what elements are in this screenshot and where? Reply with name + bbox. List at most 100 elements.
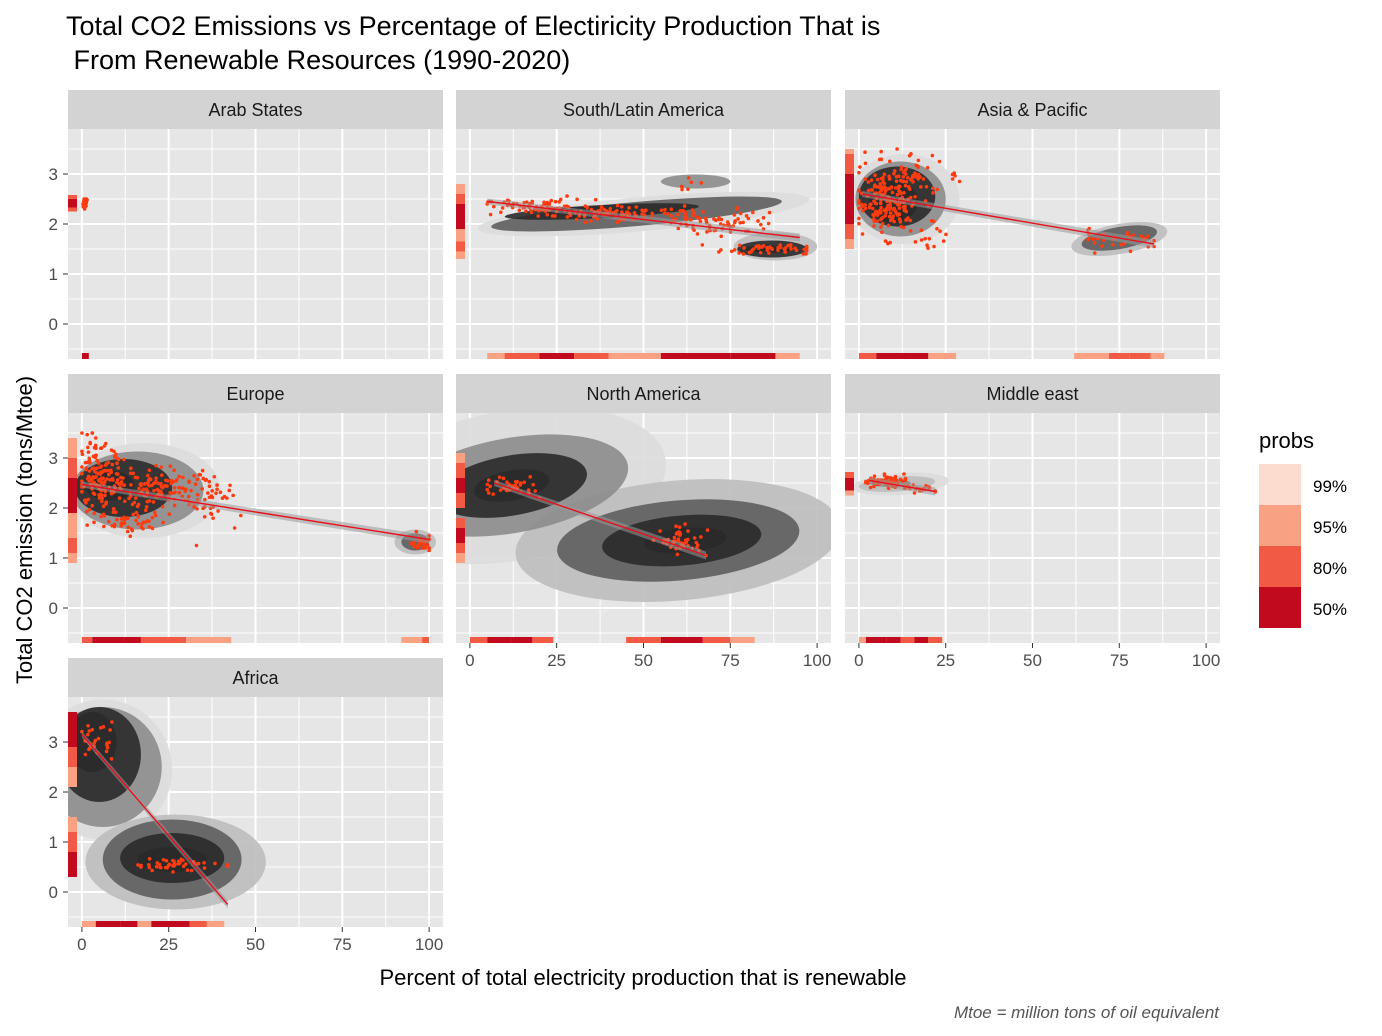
facet-title: North America — [586, 384, 701, 404]
data-point — [167, 862, 172, 867]
data-point — [765, 248, 770, 252]
facet-panels: Arab States 0 1 2 3 South/Latin America Asia &… — [49, 90, 1220, 954]
rug-x-segment — [504, 353, 540, 359]
x-tick-label: 50 — [1023, 651, 1042, 670]
x-tick-label: 0 — [465, 651, 474, 670]
data-point — [202, 860, 206, 865]
data-point — [737, 251, 741, 255]
data-point — [1100, 244, 1104, 248]
rug-y-segment — [456, 184, 465, 194]
rug-y-segment — [456, 518, 465, 528]
data-point — [110, 720, 114, 724]
data-point — [417, 543, 421, 548]
data-point — [895, 192, 900, 197]
data-point — [97, 496, 102, 500]
data-point — [804, 244, 809, 249]
data-point — [872, 474, 877, 479]
data-point — [804, 248, 809, 252]
data-point — [517, 208, 522, 213]
data-point — [801, 252, 806, 256]
data-point — [869, 188, 874, 192]
data-point — [425, 543, 430, 547]
rug-x-segment — [608, 353, 661, 359]
data-point — [84, 201, 88, 205]
facet-panel: Arab States 0 1 2 3 — [49, 90, 443, 359]
data-point — [486, 491, 491, 495]
data-point — [167, 512, 172, 516]
data-point — [156, 481, 161, 486]
data-point — [150, 526, 155, 531]
data-point — [564, 204, 569, 208]
data-point — [931, 219, 936, 224]
data-point — [705, 528, 710, 532]
rug-y-segment — [68, 195, 77, 199]
data-point — [678, 209, 683, 213]
data-point — [907, 153, 912, 158]
data-point — [547, 201, 552, 206]
data-point — [776, 248, 780, 252]
data-point — [879, 225, 883, 229]
data-point — [863, 150, 867, 155]
data-point — [82, 498, 87, 503]
data-point — [80, 489, 84, 494]
data-point — [134, 510, 139, 515]
legend-label: 95% — [1313, 518, 1347, 537]
data-point — [134, 518, 138, 523]
data-point — [501, 476, 506, 481]
rug-x-segment — [81, 921, 96, 927]
y-tick-label: 1 — [49, 265, 58, 284]
y-tick-label: 2 — [49, 215, 58, 234]
data-point — [115, 517, 119, 522]
rug-x-segment — [702, 637, 731, 643]
legend-swatch — [1259, 464, 1301, 505]
data-point — [881, 215, 885, 220]
data-point — [924, 185, 929, 189]
x-tick-label: 100 — [1192, 651, 1220, 670]
data-point — [866, 188, 871, 193]
facet-strip — [68, 374, 443, 413]
data-point — [207, 484, 212, 489]
rug-x-segment — [730, 637, 755, 643]
data-point — [789, 247, 793, 251]
data-point — [85, 432, 90, 437]
data-point — [659, 208, 664, 213]
data-point — [675, 531, 679, 535]
data-point — [878, 201, 883, 206]
data-point — [746, 216, 751, 221]
data-point — [165, 484, 169, 488]
data-point — [84, 197, 89, 201]
data-point — [93, 475, 98, 480]
data-point — [682, 204, 687, 208]
data-point — [895, 147, 899, 151]
data-point — [172, 861, 177, 866]
data-point — [904, 179, 909, 184]
data-point — [225, 496, 229, 500]
data-point — [1101, 238, 1106, 243]
data-point — [804, 252, 808, 256]
data-point — [115, 478, 120, 482]
data-point — [887, 177, 892, 181]
data-point — [545, 212, 550, 217]
rug-y-segment — [68, 538, 77, 553]
data-point — [119, 521, 124, 526]
data-point — [640, 212, 644, 216]
data-point — [683, 211, 688, 215]
rug-x-segment — [1074, 353, 1109, 359]
data-point — [206, 491, 210, 495]
data-point — [92, 741, 97, 745]
rug-x-segment — [81, 353, 89, 359]
data-point — [147, 468, 152, 473]
data-point — [863, 177, 868, 181]
data-point — [921, 177, 926, 181]
data-point — [883, 189, 888, 193]
rug-y-segment — [68, 747, 77, 767]
data-point — [102, 524, 106, 529]
data-point — [858, 165, 862, 169]
data-point — [953, 173, 957, 178]
data-point — [176, 861, 181, 866]
data-point — [93, 436, 98, 440]
data-point — [171, 480, 175, 484]
legend-label: 99% — [1313, 477, 1347, 496]
data-point — [677, 525, 682, 529]
data-point — [80, 465, 84, 469]
